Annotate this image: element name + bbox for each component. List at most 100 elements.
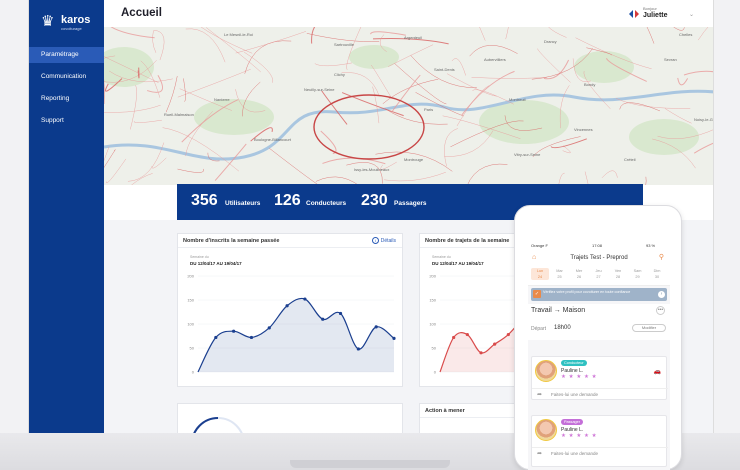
stat-users-label: Utilisateurs: [225, 200, 261, 207]
sidebar-item-reporting[interactable]: Reporting: [41, 95, 70, 102]
card-trajets: Nombre de trajets de la semaine Semaine …: [419, 233, 527, 387]
brand-tagline: covoiturage: [61, 26, 82, 31]
map-label: Chelles: [679, 32, 693, 37]
y-tick-label: 200: [429, 274, 436, 279]
map[interactable]: Le Mesnil-le-Roi Sartrouville Argenteuil Sa…: [104, 27, 713, 185]
map-roads: [104, 27, 713, 185]
day-lun[interactable]: Lun 24: [531, 268, 549, 280]
data-point: [321, 317, 325, 321]
stat-passengers-value: 230: [361, 192, 388, 209]
card-summary: [177, 403, 403, 433]
card-divider: [178, 247, 402, 248]
y-tick-label: 50: [432, 346, 437, 351]
crown-icon: ♛: [41, 13, 55, 30]
home-icon[interactable]: ⌂: [532, 254, 537, 261]
date-range[interactable]: DU 12/04/17 AU 19/04/17: [432, 261, 484, 266]
profile-banner[interactable]: ✓ Vérifiez votre profil pour covoiturer …: [531, 288, 667, 301]
day-picker: Lun 24 Mar 25 Mer 26 Jeu 27 Ven 28 Sam 29 Dim 30: [528, 266, 670, 286]
map-label: Neuilly-sur-Seine: [304, 87, 335, 92]
day-sam[interactable]: Sam 29: [633, 269, 642, 279]
brand-name: karos: [61, 14, 91, 26]
data-point: [356, 347, 360, 351]
request-label: Faites-lui une demande: [551, 451, 599, 456]
status-carrier: Orange F: [531, 243, 548, 248]
chevron-down-icon: ⌄: [689, 12, 695, 18]
y-tick-label: 0: [192, 370, 195, 375]
map-label: Montrouge: [404, 157, 424, 162]
day-mar[interactable]: Mar 25: [556, 269, 563, 279]
modify-label: Modifier: [641, 325, 657, 330]
map-label: Rueil-Malmaison: [164, 112, 194, 117]
details-link[interactable]: i Détails: [371, 237, 396, 244]
map-label: Vincennes: [574, 127, 593, 132]
range-label: Semaine du: [432, 255, 451, 259]
match-name: Pauline L.: [561, 368, 584, 374]
data-point: [232, 329, 236, 333]
card-action-title: Action à mener: [425, 408, 465, 414]
page-title: Accueil: [121, 7, 162, 19]
phone-status-bar: Orange F 17:08 93 %: [528, 241, 670, 250]
header: Accueil Bonjour Juliette ⌄: [104, 0, 713, 27]
data-point: [374, 325, 378, 329]
card-divider: [420, 247, 526, 248]
avatar: [535, 360, 557, 382]
sidebar-item-communication[interactable]: Communication: [41, 73, 87, 80]
logo[interactable]: ♛ karos covoiturage: [41, 12, 101, 34]
map-label: Boulogne-Billancourt: [254, 137, 291, 142]
data-point: [338, 311, 343, 316]
day-jeu[interactable]: Jeu 27: [595, 269, 602, 279]
day-ven[interactable]: Ven 28: [614, 269, 622, 279]
card-inscrits: Nombre d'inscrits la semaine passée i Dét…: [177, 233, 403, 387]
y-tick-label: 200: [187, 274, 194, 279]
map-label: Montreuil: [509, 97, 526, 102]
request-button[interactable]: ➦ Faites-lui une demande: [532, 447, 668, 459]
more-icon[interactable]: •••: [656, 306, 665, 315]
data-point: [452, 335, 456, 340]
map-label: Paris: [424, 107, 434, 112]
date-range[interactable]: DU 12/04/17 AU 19/04/17: [190, 261, 242, 266]
area-fill: [198, 298, 394, 372]
stat-passengers-label: Passagers: [394, 200, 427, 207]
donut-chart: [193, 417, 243, 433]
info-icon: i: [371, 237, 379, 244]
profile-icon: ✓: [533, 290, 541, 298]
user-name: Juliette: [643, 12, 668, 19]
banner-text: Vérifiez votre profil pour covoiturer en…: [543, 290, 631, 294]
day-mer[interactable]: Mer 26: [575, 269, 583, 279]
match-card[interactable]: Passager Pauline L. ★ ★ ★ ★ ★ ➦ Faites-l…: [531, 415, 668, 467]
y-tick-label: 50: [190, 346, 195, 351]
request-button[interactable]: ➦ Faites-lui une demande: [532, 388, 668, 400]
car-icon: 🚗: [653, 369, 661, 375]
sidebar-item-support[interactable]: Support: [41, 117, 64, 124]
chart-inscrits: 0 50 100 150 200: [187, 274, 396, 375]
rating-stars: ★ ★ ★ ★ ★: [561, 433, 598, 439]
map-label: Noisy-le-Grand: [694, 117, 713, 122]
search-icon[interactable]: ⚲: [658, 254, 664, 261]
map-label: Nanterre: [214, 97, 230, 102]
departure-label: Départ: [531, 326, 547, 332]
sidebar-item-parametrage[interactable]: Paramétrage: [29, 47, 104, 63]
map-label: Bondy: [584, 82, 596, 87]
laptop-notch: [290, 460, 450, 468]
data-point: [285, 304, 289, 308]
modify-button[interactable]: Modifier: [632, 324, 666, 332]
map-label: Issy-les-Moulineaux: [354, 167, 390, 172]
y-tick-label: 150: [429, 298, 436, 303]
user-menu[interactable]: Bonjour Juliette ⌄: [629, 5, 699, 25]
arrow-right-icon: ›: [658, 291, 665, 298]
user-greeting: Bonjour: [643, 6, 657, 11]
role-badge: Passager: [561, 419, 584, 425]
data-point: [303, 297, 307, 301]
rating-stars: ★ ★ ★ ★ ★: [561, 374, 598, 380]
map-label: Argenteuil: [404, 35, 423, 40]
map-label: Vitry-sur-Seine: [514, 152, 541, 157]
y-tick-label: 100: [429, 322, 436, 327]
phone-app-title: Trajets Test - Preprod: [570, 255, 628, 261]
stat-drivers-label: Conducteurs: [306, 200, 347, 207]
request-label: Faites-lui une demande: [551, 392, 599, 397]
share-icon: ➦: [537, 451, 543, 457]
match-card[interactable]: Conducteur Pauline L. ★ ★ ★ ★ ★ 🚗 ➦ Fait…: [531, 356, 668, 400]
day-dim[interactable]: Dim 30: [653, 269, 661, 279]
stat-drivers-value: 126: [274, 192, 301, 209]
